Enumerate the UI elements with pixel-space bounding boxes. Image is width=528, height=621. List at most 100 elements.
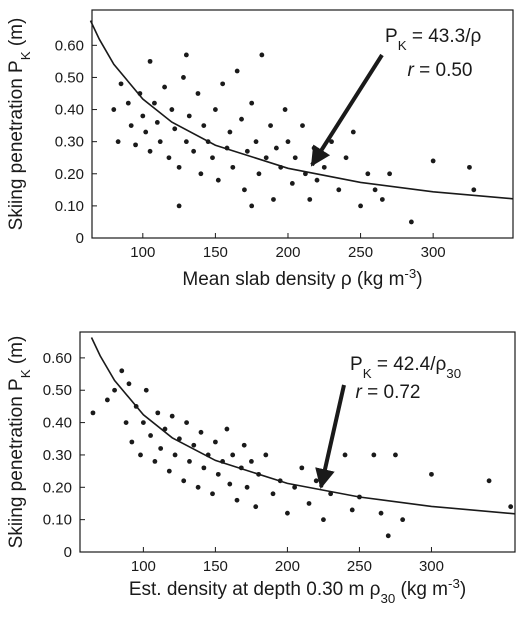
data-point bbox=[140, 113, 146, 119]
data-point bbox=[148, 433, 153, 438]
data-point bbox=[220, 81, 226, 87]
panel: 0 0.10 0.20 0.30 0.40 0.50 0.60 100 150 200 250 300… bbox=[6, 331, 516, 606]
data-point bbox=[270, 491, 276, 497]
panel: 0 0.10 0.20 0.30 0.40 0.50 0.60 100 150 200 250 300… bbox=[6, 9, 514, 291]
data-point bbox=[393, 452, 398, 458]
data-point bbox=[198, 429, 204, 435]
x-tick-label: 100 bbox=[130, 244, 155, 261]
data-point bbox=[249, 203, 255, 209]
data-point bbox=[271, 197, 276, 202]
x-label-unit: (kg m bbox=[395, 579, 448, 600]
y-tick-label: 0.40 bbox=[43, 415, 72, 432]
data-point bbox=[195, 484, 201, 490]
data-point bbox=[292, 484, 298, 490]
x-label-end: ) bbox=[460, 579, 466, 600]
y-label: Skiing penetration P bbox=[6, 378, 27, 548]
eq-rhs: = 42.4/ρ bbox=[372, 354, 447, 375]
data-point bbox=[300, 123, 305, 129]
x-axis-label: Mean slab density ρ (kg m-3) bbox=[182, 266, 422, 291]
data-point bbox=[90, 410, 96, 416]
data-point bbox=[268, 123, 273, 129]
data-point bbox=[313, 478, 319, 484]
data-point bbox=[285, 139, 291, 145]
y-label: Skiing penetration P bbox=[6, 60, 27, 230]
data-point bbox=[181, 75, 186, 80]
y-label-sub: K bbox=[18, 51, 33, 60]
x-tick-label: 150 bbox=[203, 244, 228, 261]
y-tick-label: 0.40 bbox=[55, 102, 84, 119]
data-point bbox=[249, 100, 255, 106]
data-point bbox=[154, 119, 160, 125]
data-point bbox=[123, 420, 129, 425]
data-point bbox=[176, 164, 182, 170]
data-point bbox=[508, 504, 514, 510]
data-point bbox=[215, 177, 221, 183]
data-point bbox=[292, 155, 298, 161]
y-tick-label: 0.20 bbox=[55, 166, 84, 183]
data-point bbox=[336, 187, 342, 193]
data-point bbox=[234, 497, 240, 503]
x-label-end: ) bbox=[416, 269, 422, 290]
equation: PK = 42.4/ρ30 bbox=[350, 354, 461, 381]
correlation: r = 0.50 bbox=[408, 60, 473, 81]
data-point bbox=[166, 468, 172, 474]
data-point bbox=[263, 155, 269, 161]
y-axis-label: Skiing penetration PK (m) bbox=[6, 336, 33, 549]
data-point bbox=[249, 459, 254, 464]
data-point bbox=[129, 439, 135, 445]
data-point bbox=[263, 452, 269, 458]
data-point bbox=[239, 116, 244, 122]
data-point bbox=[282, 107, 288, 112]
x-axis-label: Est. density at depth 0.30 m ρ30 (kg m-3… bbox=[129, 576, 466, 606]
data-point bbox=[201, 465, 207, 471]
y-tick-label: 0.20 bbox=[43, 479, 72, 496]
data-point bbox=[210, 155, 215, 161]
data-point bbox=[158, 446, 164, 451]
data-point bbox=[224, 426, 230, 432]
equation: PK = 43.3/ρ bbox=[385, 26, 481, 53]
data-point bbox=[230, 452, 236, 458]
x-tick-label: 100 bbox=[131, 558, 156, 575]
x-tick-label: 200 bbox=[275, 244, 300, 261]
data-point bbox=[285, 510, 290, 516]
data-point bbox=[143, 129, 149, 135]
data-point bbox=[183, 52, 189, 58]
x-label-sup: -3 bbox=[448, 576, 460, 591]
data-point bbox=[147, 148, 153, 154]
data-point bbox=[133, 142, 138, 148]
y-tick-label: 0.10 bbox=[43, 512, 72, 529]
data-point bbox=[186, 113, 192, 119]
data-point bbox=[471, 187, 477, 193]
data-point bbox=[128, 123, 134, 129]
data-point bbox=[467, 164, 472, 170]
y-tick-label: 0.60 bbox=[55, 37, 84, 54]
x-tick-label: 300 bbox=[419, 558, 444, 575]
fit-curve bbox=[90, 337, 516, 515]
data-point bbox=[273, 145, 279, 151]
data-point bbox=[195, 91, 201, 96]
data-point bbox=[140, 420, 146, 425]
data-point bbox=[371, 452, 377, 458]
data-point bbox=[187, 459, 192, 464]
y-label-end: (m) bbox=[6, 336, 27, 370]
data-point bbox=[242, 187, 247, 193]
data-point bbox=[181, 478, 187, 484]
data-point bbox=[126, 381, 132, 387]
y-tick-label: 0 bbox=[76, 230, 84, 247]
data-point bbox=[152, 100, 157, 106]
data-point bbox=[365, 171, 371, 177]
data-point bbox=[234, 68, 240, 74]
data-point bbox=[329, 139, 334, 145]
data-point bbox=[152, 459, 158, 464]
data-point bbox=[230, 164, 236, 170]
data-point bbox=[166, 155, 172, 161]
x-tick-label: 250 bbox=[347, 558, 372, 575]
data-point bbox=[157, 139, 163, 145]
data-point bbox=[244, 484, 250, 490]
data-point bbox=[191, 148, 197, 154]
data-point bbox=[138, 452, 143, 458]
y-tick-label: 0.30 bbox=[55, 134, 84, 151]
data-point bbox=[115, 139, 121, 145]
data-point bbox=[215, 471, 221, 477]
data-point bbox=[198, 171, 204, 177]
